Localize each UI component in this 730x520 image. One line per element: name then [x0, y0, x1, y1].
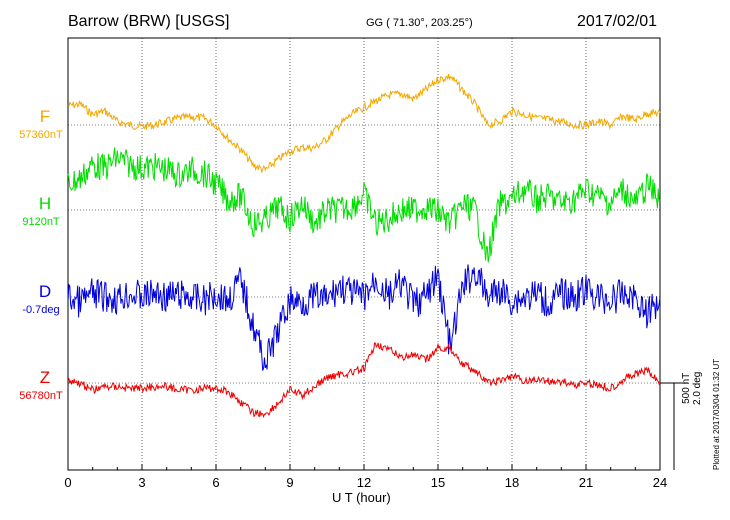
baseline-label-z: 56780nT — [19, 390, 63, 402]
x-tick-label: 6 — [212, 475, 219, 490]
series-line-z — [67, 341, 661, 419]
station-coordinates: GG ( 71.30°, 203.25°) — [366, 17, 473, 29]
grid-lines — [68, 38, 660, 470]
x-axis-label: U T (hour) — [332, 490, 391, 505]
baseline-label-f: 57360nT — [19, 129, 63, 141]
component-label-f: F — [39, 107, 51, 126]
chart-title: Barrow (BRW) [USGS] — [68, 13, 230, 30]
component-label-z: Z — [39, 368, 51, 387]
chart-date: 2017/02/01 — [577, 13, 658, 30]
x-tick-label: 24 — [653, 475, 667, 490]
series-line-f — [67, 74, 661, 174]
x-tick-label: 9 — [286, 475, 293, 490]
x-tick-label: 18 — [505, 475, 519, 490]
baseline-label-d: -0.7deg — [22, 304, 60, 316]
baseline-label-h: 9120nT — [22, 216, 60, 228]
series-line-h — [67, 147, 661, 263]
series-lines — [67, 74, 661, 419]
x-tick-label: 15 — [431, 475, 445, 490]
x-axis-ticks: 0 3 6 9 12 15 18 21 24 — [64, 464, 667, 490]
x-tick-label: 12 — [357, 475, 371, 490]
scale-label-text: 500 nT 2.0 deg — [681, 371, 703, 405]
x-tick-label: 3 — [138, 475, 145, 490]
x-tick-label: 21 — [579, 475, 593, 490]
component-label-d: D — [38, 282, 52, 301]
component-label-h: H — [38, 194, 52, 213]
plotted-timestamp: Plotted at 2017/03/04 01:32 UT — [712, 358, 721, 470]
series-line-d — [67, 264, 661, 371]
x-tick-label: 0 — [64, 475, 71, 490]
scale-label: 500 nT 2.0 deg — [681, 372, 703, 405]
